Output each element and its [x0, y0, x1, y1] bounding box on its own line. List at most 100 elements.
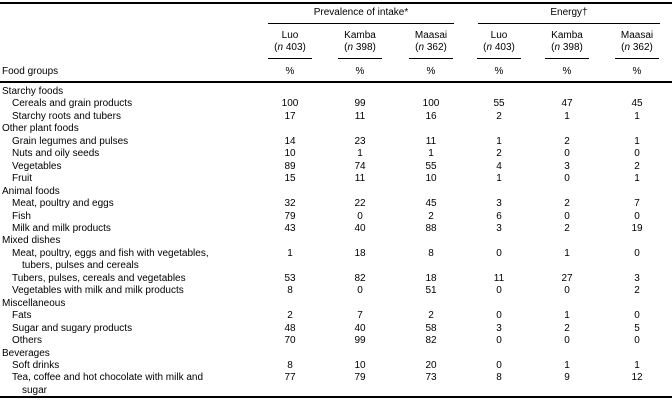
cell-value: 2 [496, 110, 502, 122]
cell-value: 2 [634, 285, 640, 297]
row-label: Fish [12, 210, 31, 222]
cell-value: 9 [564, 372, 570, 384]
cell-value: 14 [284, 135, 296, 147]
cell-value: 2 [564, 322, 570, 334]
group-header-prevalence: Prevalence of intake* [256, 4, 466, 24]
table-row: Vegetables 89 74 55 4 3 2 [0, 161, 672, 173]
cell-value: 100 [281, 98, 299, 110]
cell-value: 40 [354, 222, 366, 234]
cell-value: 2 [428, 210, 434, 222]
row-label: Sugar and sugary products [12, 322, 133, 334]
cell-value: 16 [425, 110, 437, 122]
row-label: Tubers, pulses, cereals and vegetables [12, 272, 186, 284]
column-header-maasai-energy: Maasai (n 362) [602, 24, 672, 59]
table-group-row: Mixed dishes [0, 235, 672, 247]
table-row: Tea, coffee and hot chocolate with milk … [0, 372, 672, 397]
cell-value: 8 [428, 247, 434, 259]
cell-value: 11 [354, 110, 366, 122]
table-group-row: Starchy foods [0, 86, 672, 98]
column-n: (n 362) [621, 42, 653, 53]
cell-value: 15 [284, 173, 296, 185]
cell-value: 43 [284, 222, 296, 234]
row-label: Fats [12, 310, 32, 322]
unit-cell: % [426, 66, 436, 77]
table-top-rule [0, 2, 672, 4]
cell-value: 0 [496, 247, 502, 259]
cell-value: 0 [496, 359, 502, 371]
group-header-energy-rule [478, 23, 660, 24]
cell-value: 74 [354, 160, 366, 172]
column-header-kamba-prevalence: Kamba (n 398) [324, 24, 396, 59]
cell-value: 47 [561, 98, 573, 110]
row-label: Nuts and oily seeds [12, 148, 100, 160]
cell-value: 77 [284, 372, 296, 384]
column-header-spacer [0, 24, 256, 59]
cell-value: 48 [284, 322, 296, 334]
cell-value: 6 [496, 210, 502, 222]
cell-value: 17 [284, 110, 296, 122]
table-unit-row: Food groups % % % % % % [0, 59, 672, 81]
cell-value: 8 [287, 359, 293, 371]
cell-value: 0 [564, 210, 570, 222]
table-row: Cereals and grain products 100 99 100 55 47 45 [0, 98, 672, 110]
table-group-row: Animal foods [0, 186, 672, 198]
cell-value: 89 [284, 160, 296, 172]
column-n: (n 403) [274, 42, 306, 53]
cell-value: 0 [634, 335, 640, 347]
cell-value: 1 [634, 110, 640, 122]
table-row: Nuts and oily seeds 10 1 1 2 0 0 [0, 148, 672, 160]
cell-value: 23 [354, 135, 366, 147]
cell-value: 79 [284, 210, 296, 222]
row-label: Milk and milk products [12, 222, 111, 234]
column-n: (n 362) [415, 42, 447, 53]
cell-value: 79 [354, 372, 366, 384]
unit-cell: % [355, 66, 365, 77]
cell-value: 7 [634, 198, 640, 210]
table-row: Meat, poultry and eggs 32 22 45 3 2 7 [0, 198, 672, 210]
cell-value: 12 [631, 372, 643, 384]
food-groups-header: Food groups [2, 66, 59, 77]
cell-value: 18 [354, 247, 366, 259]
group-label: Other plant foods [2, 123, 79, 135]
cell-value: 1 [634, 135, 640, 147]
table-group-row: Miscellaneous [0, 298, 672, 310]
cell-value: 82 [354, 272, 366, 284]
column-header-luo-prevalence: Luo (n 403) [256, 24, 324, 59]
group-label: Miscellaneous [2, 297, 66, 309]
table-row: Starchy roots and tubers 17 11 16 2 1 1 [0, 111, 672, 123]
row-label: Vegetables [12, 160, 62, 172]
table-row: Fats 2 7 2 0 1 0 [0, 310, 672, 322]
table-row: Sugar and sugary products 48 40 58 3 2 5 [0, 323, 672, 335]
table-row: Soft drinks 8 10 20 0 1 1 [0, 360, 672, 372]
cell-value: 8 [287, 285, 293, 297]
cell-value: 1 [428, 148, 434, 160]
column-name: Maasai [620, 30, 654, 41]
column-header-luo-energy: Luo (n 403) [466, 24, 532, 59]
cell-value: 2 [287, 310, 293, 322]
cell-value: 70 [284, 335, 296, 347]
cell-value: 3 [496, 198, 502, 210]
column-name: Luo [490, 30, 508, 41]
cell-value: 2 [564, 135, 570, 147]
table-bottom-rule [0, 396, 672, 398]
group-header-spacer [0, 4, 256, 24]
cell-value: 0 [496, 335, 502, 347]
cell-value: 1 [564, 110, 570, 122]
column-name: Maasai [414, 30, 448, 41]
table-row: Milk and milk products 43 40 88 3 2 19 [0, 223, 672, 235]
cell-value: 0 [357, 285, 363, 297]
row-label: Fruit [12, 173, 32, 185]
cell-value: 20 [425, 359, 437, 371]
cell-value: 55 [425, 160, 437, 172]
cell-value: 0 [496, 285, 502, 297]
group-header-prevalence-rule [268, 23, 454, 24]
table-group-header-row: Prevalence of intake* Energy† [0, 4, 672, 24]
group-header-energy-label: Energy† [550, 7, 588, 18]
table-row: Vegetables with milk and milk products 8 0… [0, 285, 672, 297]
table-row: Tubers, pulses, cereals and vegetables 53… [0, 273, 672, 285]
cell-value: 0 [357, 210, 363, 222]
unit-cell: % [494, 66, 504, 77]
table-row: Others 70 99 82 0 0 0 [0, 335, 672, 347]
column-header-rule [409, 58, 453, 59]
